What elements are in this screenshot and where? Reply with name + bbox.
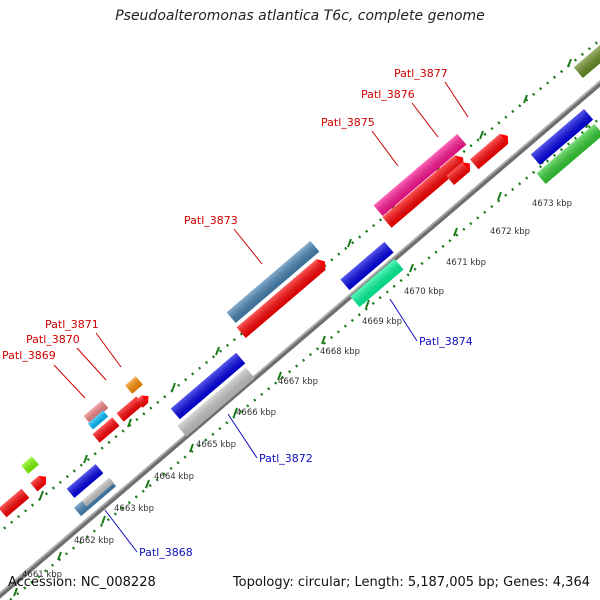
gene-label: Patl_3871 bbox=[45, 318, 99, 331]
kbp-label: 4663 kbp bbox=[114, 504, 154, 514]
accession-text: Accession: NC_008228 bbox=[8, 575, 156, 590]
outer-ruler bbox=[0, 39, 600, 534]
leader-line bbox=[76, 347, 107, 381]
ruler-tick bbox=[127, 418, 132, 428]
leader-lines: Patl_3869 Patl_3870 Patl_3871 Patl_3873 Patl… bbox=[2, 67, 473, 559]
feature-red bbox=[0, 488, 30, 518]
map-title: Pseudoalteromonas atlantica T6c, complet… bbox=[115, 8, 485, 24]
ruler-tick bbox=[409, 263, 414, 273]
inner-ruler-ticks bbox=[13, 119, 590, 597]
inner-ruler bbox=[9, 116, 600, 600]
feature-blue bbox=[340, 241, 394, 291]
backbone bbox=[0, 80, 600, 599]
topology-text: Topology: circular; Length: 5,187,005 bp… bbox=[232, 575, 590, 590]
ruler-tick bbox=[171, 382, 176, 392]
gene-label: Patl_3869 bbox=[2, 349, 56, 362]
gene-label: Patl_3876 bbox=[361, 88, 415, 101]
leader-line bbox=[411, 102, 439, 138]
gene-features bbox=[0, 43, 600, 518]
feature-red bbox=[136, 395, 149, 408]
kbp-label: 4671 kbp bbox=[446, 258, 486, 268]
ruler-tick bbox=[277, 371, 282, 381]
kbp-label: 4673 kbp bbox=[532, 199, 572, 209]
kbp-label: 4670 kbp bbox=[404, 287, 444, 297]
leader-line bbox=[444, 81, 469, 118]
ruler-tick bbox=[39, 490, 44, 500]
ruler-tick bbox=[57, 551, 62, 561]
ruler-tick bbox=[365, 299, 370, 309]
leader-line bbox=[104, 509, 138, 553]
gene-label: Patl_3875 bbox=[321, 116, 375, 129]
kbp-label: 4661 kbp bbox=[22, 570, 62, 580]
gene-label: Patl_3872 bbox=[259, 452, 313, 465]
ruler-tick bbox=[215, 346, 220, 356]
feature-blue bbox=[170, 352, 246, 420]
leader-line bbox=[227, 413, 258, 459]
feature-red bbox=[382, 155, 464, 228]
leader-line bbox=[95, 332, 122, 368]
feature-silver bbox=[82, 477, 114, 507]
ruler-tick bbox=[321, 335, 326, 345]
kbp-label: 4667 kbp bbox=[278, 377, 318, 387]
ruler-tick bbox=[83, 454, 88, 464]
feature-red bbox=[116, 396, 144, 422]
kbp-label: 4668 kbp bbox=[320, 347, 360, 357]
leader-line bbox=[53, 364, 86, 399]
feature-cyan bbox=[87, 410, 109, 430]
ruler-tick bbox=[145, 479, 150, 489]
kbp-labels: 4661 kbp 4662 kbp 4663 kbp 4664 kbp 4665 kbp… bbox=[22, 199, 572, 580]
gene-label: Patl_3873 bbox=[184, 214, 238, 227]
ruler-tick bbox=[497, 191, 502, 201]
ruler-tick bbox=[233, 407, 238, 417]
feature-lime bbox=[21, 456, 39, 474]
ruler-tick bbox=[567, 58, 572, 68]
leader-line bbox=[233, 228, 263, 265]
ruler-tick bbox=[453, 227, 458, 237]
gene-label: Patl_3868 bbox=[139, 546, 193, 559]
feature-steelblue bbox=[226, 240, 320, 324]
kbp-label: 4672 kbp bbox=[490, 227, 530, 237]
leader-line bbox=[371, 130, 399, 167]
feature-red bbox=[236, 259, 326, 339]
feature-red bbox=[92, 417, 120, 443]
kbp-label: 4666 kbp bbox=[236, 408, 276, 418]
feature-silver bbox=[177, 367, 255, 437]
ruler-tick bbox=[13, 587, 18, 597]
ruler-tick bbox=[189, 443, 194, 453]
feature-red bbox=[446, 162, 470, 186]
leader-line bbox=[389, 298, 418, 342]
gene-label: Patl_3874 bbox=[419, 335, 473, 348]
kbp-label: 4665 kbp bbox=[196, 440, 236, 450]
feature-red bbox=[470, 134, 509, 170]
ruler-tick bbox=[347, 238, 352, 248]
feature-pink bbox=[373, 133, 467, 217]
ruler-tick bbox=[479, 130, 484, 140]
kbp-label: 4662 kbp bbox=[74, 536, 114, 546]
feature-mint bbox=[350, 258, 404, 308]
feature-olive bbox=[573, 43, 600, 79]
ruler-tick bbox=[101, 515, 106, 525]
kbp-label: 4664 kbp bbox=[154, 472, 194, 482]
gene-label: Patl_3870 bbox=[26, 333, 80, 346]
feature-red bbox=[30, 475, 47, 492]
gene-label: Patl_3877 bbox=[394, 67, 448, 80]
feature-blue bbox=[530, 108, 594, 166]
feature-blue bbox=[66, 464, 104, 498]
feature-lightpink bbox=[83, 400, 109, 424]
feature-green bbox=[536, 123, 600, 185]
kbp-label: 4669 kbp bbox=[362, 317, 402, 327]
ruler-tick bbox=[523, 94, 528, 104]
feature-orange bbox=[125, 376, 143, 394]
